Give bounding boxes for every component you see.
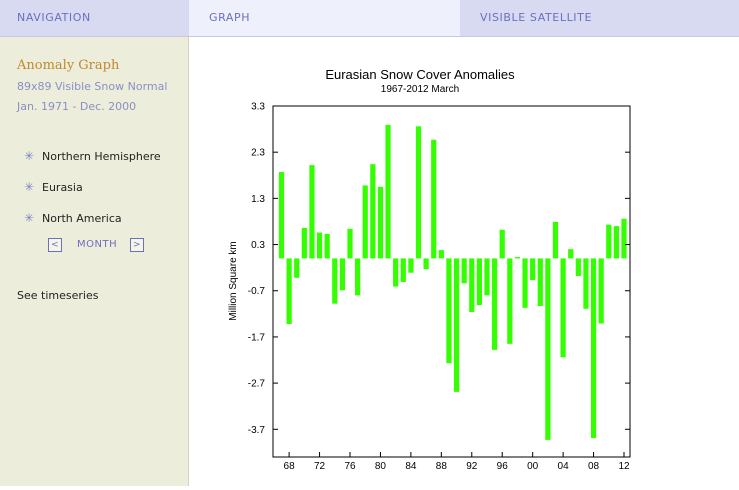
bar <box>294 258 300 278</box>
sidebar-subtitle: 89x89 Visible Snow Normal Jan. 1971 - De… <box>17 80 168 113</box>
bar <box>370 164 376 259</box>
y-tick-label: -3.7 <box>248 425 266 436</box>
bar <box>484 258 490 296</box>
y-tick-label: -2.7 <box>248 379 266 390</box>
bar <box>301 227 307 259</box>
x-tick-label: 12 <box>618 461 630 472</box>
sidebar: Anomaly Graph 89x89 Visible Snow Normal … <box>0 37 189 486</box>
bar <box>438 250 444 259</box>
y-tick-label: 3.3 <box>251 102 265 113</box>
sidebar-item-label: North America <box>42 212 122 225</box>
x-tick-label: 68 <box>284 461 296 472</box>
bar <box>613 226 619 259</box>
bar <box>492 258 498 350</box>
bar <box>400 258 406 282</box>
y-tick-label: -0.7 <box>248 286 266 297</box>
top-navigation-bar: NAVIGATION GRAPH VISIBLE SATELLITE <box>0 0 739 37</box>
y-tick-label: 0.3 <box>251 240 265 251</box>
x-tick-label: 76 <box>344 461 356 472</box>
y-axis-label: Million Square km <box>228 241 239 320</box>
x-tick-label: 84 <box>405 461 417 472</box>
bar <box>286 258 292 324</box>
bar <box>583 258 589 309</box>
bar <box>575 258 581 276</box>
bar <box>355 258 361 296</box>
x-tick-label: 08 <box>588 461 600 472</box>
bar <box>453 258 460 392</box>
x-tick-label: 72 <box>314 461 326 472</box>
bar <box>476 258 482 306</box>
previous-month-button[interactable]: < <box>48 238 62 252</box>
sidebar-item-label: Northern Hemisphere <box>42 150 161 163</box>
y-tick-label: 2.3 <box>251 148 265 159</box>
bar <box>415 126 422 259</box>
bar <box>278 172 285 259</box>
bar <box>537 258 543 306</box>
tab-visible-satellite[interactable]: VISIBLE SATELLITE <box>480 11 593 24</box>
x-tick-label: 92 <box>466 461 478 472</box>
period-label: MONTH <box>77 239 118 250</box>
tab-graph[interactable]: GRAPH <box>189 0 460 36</box>
bar <box>309 165 315 259</box>
star-bullet-icon: ✳ <box>24 211 35 225</box>
x-tick-label: 88 <box>436 461 448 472</box>
bar <box>560 258 566 358</box>
bar <box>332 258 338 304</box>
anomaly-chart-panel: Eurasian Snow Cover Anomalies 1967-2012 … <box>189 37 739 486</box>
bar <box>499 229 505 259</box>
bar <box>545 258 551 440</box>
bar <box>347 228 353 259</box>
bar <box>385 124 391 259</box>
bar <box>530 258 536 281</box>
x-tick-label: 04 <box>558 461 570 472</box>
x-tick-label: 00 <box>527 461 539 472</box>
bar <box>590 258 597 439</box>
bar <box>598 258 604 324</box>
bar <box>377 186 384 259</box>
plot-frame <box>272 105 631 458</box>
bar <box>324 233 330 259</box>
star-bullet-icon: ✳ <box>24 180 35 194</box>
x-tick-label: 80 <box>375 461 387 472</box>
next-month-button[interactable]: > <box>130 238 144 252</box>
sidebar-item-eurasia[interactable]: ✳ Eurasia <box>24 180 83 194</box>
bar <box>362 185 368 259</box>
chart-title: Eurasian Snow Cover Anomalies <box>325 67 515 82</box>
see-timeseries-link[interactable]: See timeseries <box>17 289 99 302</box>
bar <box>606 224 612 259</box>
bar <box>393 258 399 287</box>
bar <box>408 258 414 273</box>
bar <box>514 257 521 259</box>
y-tick-label: 1.3 <box>251 194 265 205</box>
chart-subtitle: 1967-2012 March <box>381 84 459 95</box>
sidebar-item-north-america[interactable]: ✳ North America <box>24 211 122 225</box>
sidebar-title: Anomaly Graph <box>17 58 120 73</box>
tab-navigation[interactable]: NAVIGATION <box>17 11 91 24</box>
bar <box>568 249 574 259</box>
y-tick-label: -1.7 <box>248 332 266 343</box>
bar <box>461 258 467 284</box>
x-tick-label: 96 <box>497 461 509 472</box>
bar <box>469 258 475 312</box>
bar <box>507 258 513 344</box>
bar <box>339 258 345 291</box>
bar <box>552 221 559 259</box>
bar <box>431 139 437 259</box>
bar <box>446 258 452 364</box>
anomaly-bar-chart: Eurasian Snow Cover Anomalies 1967-2012 … <box>228 67 631 472</box>
sidebar-item-label: Eurasia <box>42 181 83 194</box>
bar <box>621 218 627 259</box>
bar <box>423 258 429 270</box>
bar <box>522 258 528 308</box>
sidebar-item-northern-hemisphere[interactable]: ✳ Northern Hemisphere <box>24 149 161 163</box>
bar <box>316 232 323 259</box>
star-bullet-icon: ✳ <box>24 149 35 163</box>
